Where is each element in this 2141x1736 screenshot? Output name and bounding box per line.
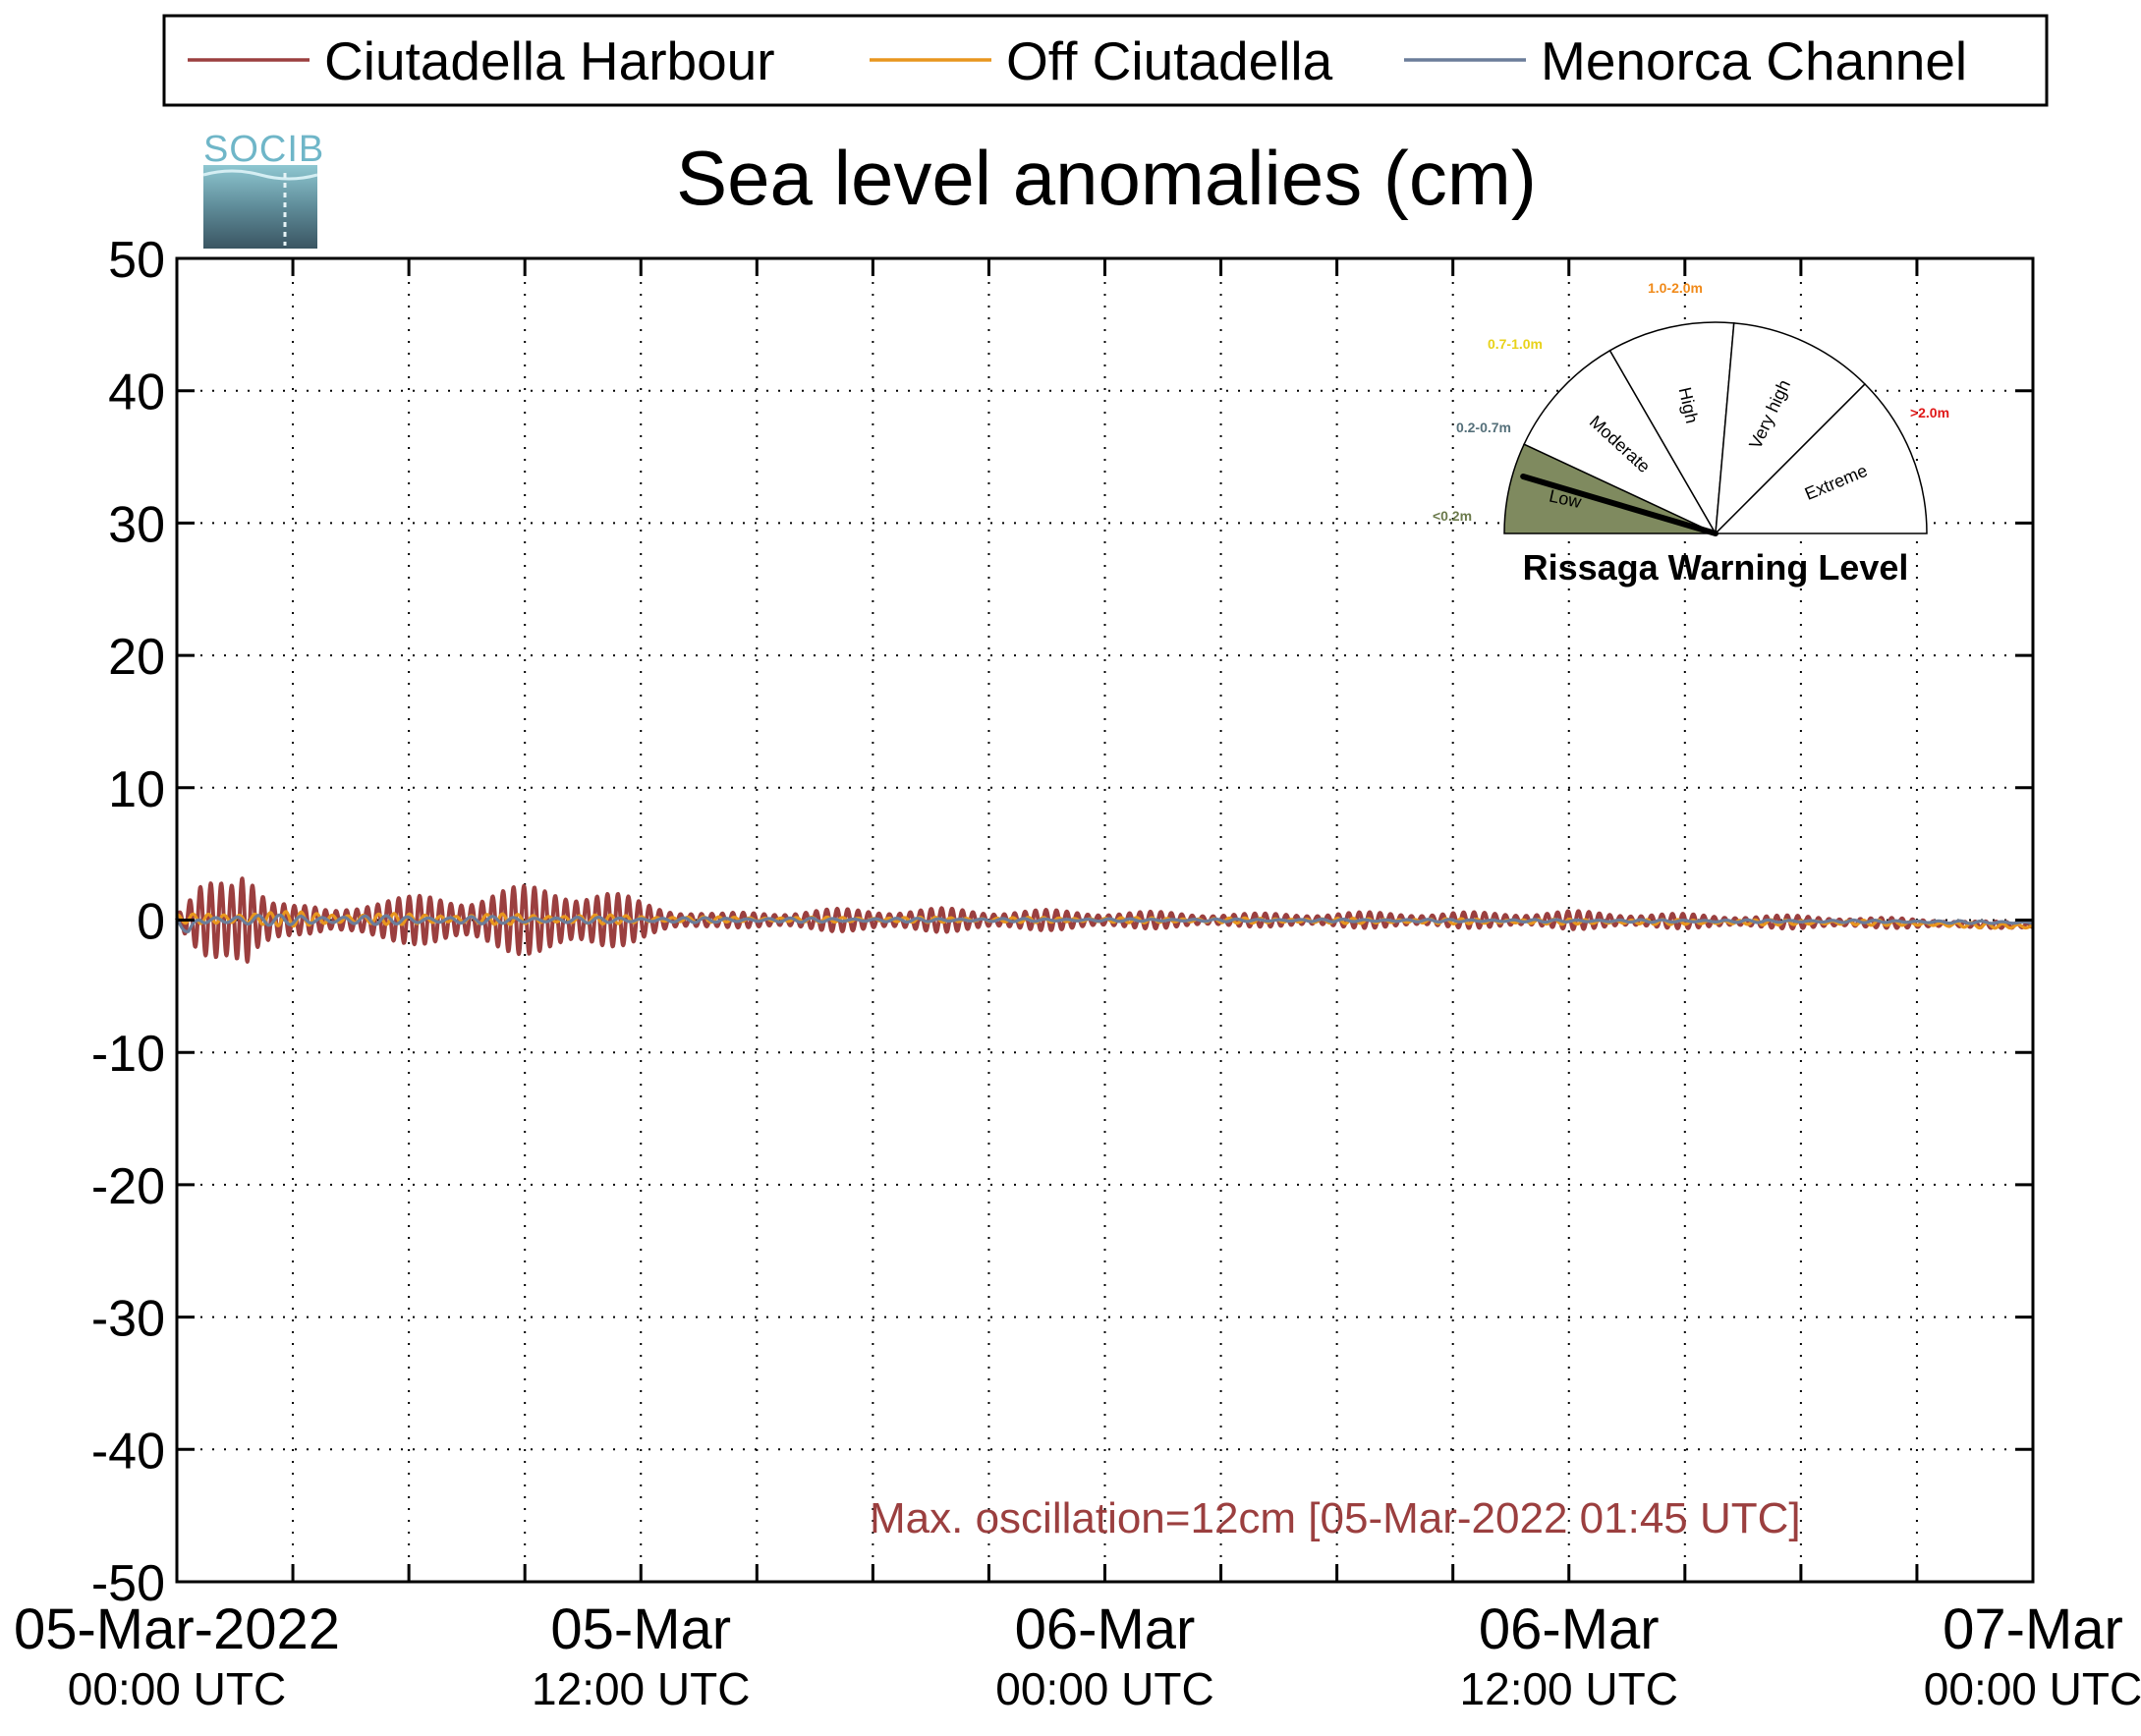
series-line-ciutadella-harbour xyxy=(175,876,2035,964)
x-tick-label-date: 05-Mar-2022 xyxy=(14,1597,340,1661)
gauge-range-label: <0.2m xyxy=(1433,508,1472,524)
gauge-sector-very-high xyxy=(1715,322,1867,535)
gauge-sectors xyxy=(1503,321,1928,536)
gauge-range-label: >2.0m xyxy=(1910,405,1949,420)
y-tick-label: 30 xyxy=(108,496,165,553)
y-tick-label: -50 xyxy=(91,1555,165,1612)
gauge-title: Rissaga Warning Level xyxy=(1523,547,1909,588)
y-tick-label: -30 xyxy=(91,1291,165,1348)
legend-frame xyxy=(162,14,2049,107)
y-tick-label: 20 xyxy=(108,629,165,686)
x-tick-label-time: 12:00 UTC xyxy=(532,1663,750,1714)
legend: Ciutadella Harbour Off Ciutadella Menorc… xyxy=(162,14,2049,107)
gauge-needle xyxy=(1520,473,1718,536)
x-tick-label-time: 00:00 UTC xyxy=(68,1663,286,1714)
y-tick-labels: 50 40 30 20 10 0 -10 -20 -30 -40 -50 xyxy=(91,232,165,1612)
legend-entry-menorca-channel: Menorca Channel xyxy=(1404,30,1967,91)
x-tick-label-date: 05-Mar xyxy=(550,1597,731,1661)
axis-ticks xyxy=(177,258,2033,1582)
y-tick-label: -10 xyxy=(91,1026,165,1083)
gauge-range-label: 1.0-2.0m xyxy=(1648,280,1703,296)
x-tick-label-date: 06-Mar xyxy=(1479,1597,1660,1661)
series-layer xyxy=(175,876,2035,964)
max-oscillation-annotation: Max. oscillation=12cm [05-Mar-2022 01:45… xyxy=(870,1494,1801,1542)
legend-label-menorca-channel: Menorca Channel xyxy=(1541,30,1967,91)
gauge-sector-extreme xyxy=(1714,382,1928,534)
socib-logo: SOCIB xyxy=(202,129,324,249)
legend-label-ciutadella-harbour: Ciutadella Harbour xyxy=(324,30,775,91)
y-tick-label: -40 xyxy=(91,1423,165,1480)
series-line-menorca-channel xyxy=(175,913,2035,933)
y-tick-label: 50 xyxy=(108,232,165,289)
gauge-range-label: 0.7-1.0m xyxy=(1488,336,1543,352)
y-tick-label: -20 xyxy=(91,1158,165,1215)
legend-entry-ciutadella-harbour: Ciutadella Harbour xyxy=(188,30,775,91)
y-tick-label: 10 xyxy=(108,761,165,818)
gauge-range-labels: <0.2m 0.2-0.7m 0.7-1.0m 1.0-2.0m >2.0m xyxy=(1433,280,1949,524)
socib-logo-wave xyxy=(202,169,318,181)
x-tick-label-time: 00:00 UTC xyxy=(1924,1663,2141,1714)
x-tick-label-date: 07-Mar xyxy=(1943,1597,2123,1661)
x-tick-label-date: 06-Mar xyxy=(1015,1597,1196,1661)
x-tick-label-time: 00:00 UTC xyxy=(995,1663,1213,1714)
gauge-sector-high xyxy=(1608,321,1735,536)
y-tick-label: 0 xyxy=(137,894,165,951)
x-tick-label-time: 12:00 UTC xyxy=(1460,1663,1678,1714)
legend-label-off-ciutadella: Off Ciutadella xyxy=(1006,30,1333,91)
rissaga-warning-gauge: <0.2m0.2-0.7m0.7-1.0m1.0-2.0m>2.0m LowMo… xyxy=(1433,280,1949,588)
chart-title: Sea level anomalies (cm) xyxy=(676,135,1537,221)
gauge-range-label: 0.2-0.7m xyxy=(1456,420,1511,435)
y-tick-label: 40 xyxy=(108,364,165,421)
legend-entry-off-ciutadella: Off Ciutadella xyxy=(870,30,1333,91)
socib-logo-text: SOCIB xyxy=(203,129,324,170)
gauge-sector-moderate xyxy=(1523,349,1718,535)
